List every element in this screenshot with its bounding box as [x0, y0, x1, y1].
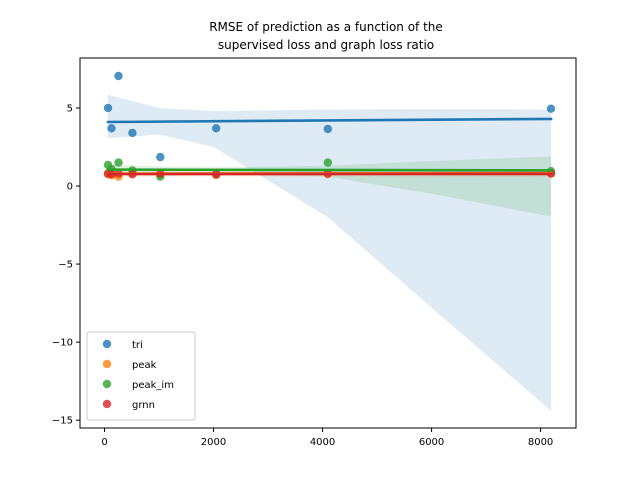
regression-lines [106, 117, 553, 176]
point-tri-5 [212, 124, 221, 133]
point-peak_im-6 [323, 158, 332, 167]
point-tri-2 [114, 71, 123, 81]
y-tick-label-0: 0 [67, 182, 73, 193]
fit-line-peak_im [106, 168, 553, 172]
x-tick-label-0: 0 [101, 437, 107, 448]
x-tick-label-6000: 6000 [419, 437, 444, 448]
legend-label-grnn: grnn [132, 400, 155, 411]
fit-line-tri [106, 117, 553, 124]
x-tick-label-4000: 4000 [310, 437, 335, 448]
x-tick-label-2000: 2000 [201, 437, 226, 448]
legend-marker-tri [102, 339, 112, 349]
legend-marker-peak [102, 359, 112, 369]
y-axis-ticks: −15 −10 −5 0 5 [52, 103, 80, 427]
legend-marker-peak_im [102, 379, 112, 389]
chart-title-line-2: supervised loss and graph loss ratio [218, 38, 434, 52]
point-tri-4 [156, 152, 165, 162]
legend-label-peak_im: peak_im [132, 380, 174, 391]
point-tri-1 [107, 124, 116, 133]
legend-marker-grnn [102, 399, 112, 409]
chart-title-line-1: RMSE of prediction as a function of the [209, 20, 443, 34]
legend-label-peak: peak [132, 360, 157, 371]
legend-frame [86, 331, 196, 421]
y-tick-label--5: −5 [58, 260, 73, 271]
x-tick-label-8000: 8000 [528, 437, 553, 448]
y-tick-label-5: 5 [67, 103, 73, 114]
point-tri-6 [323, 124, 332, 134]
x-axis-ticks: 0 2000 4000 6000 8000 [101, 428, 553, 448]
plot-frame [79, 57, 577, 429]
point-peak_im-2 [114, 158, 123, 167]
point-tri-3 [128, 128, 137, 138]
legend-label-tri: tri [132, 340, 143, 351]
point-tri-7 [546, 104, 556, 113]
y-tick-label--10: −10 [52, 338, 73, 349]
point-tri-0 [103, 103, 113, 113]
y-tick-label--15: −15 [52, 416, 73, 427]
